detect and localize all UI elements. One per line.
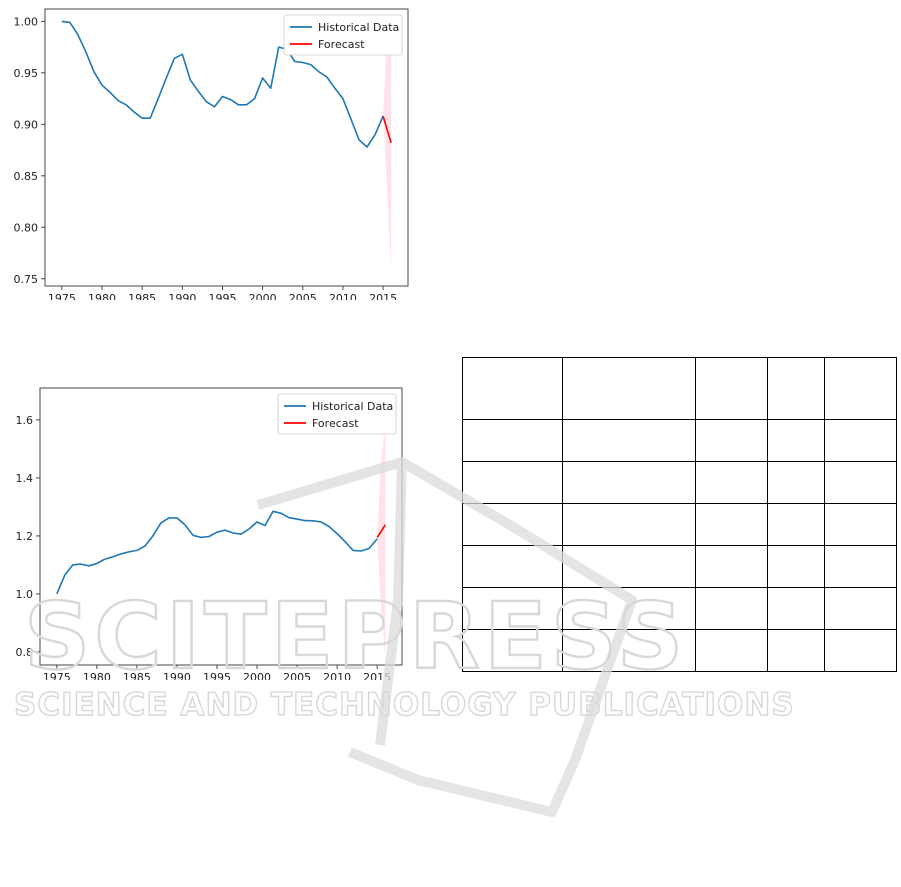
x-tick-label: 1980 xyxy=(88,292,116,300)
table-cell xyxy=(823,503,898,546)
y-tick-label: 1.00 xyxy=(14,15,39,28)
table-cell xyxy=(561,357,697,420)
table-cell xyxy=(767,357,825,420)
table-cell xyxy=(695,461,769,504)
chart-top: 1975 1980 1985 1990 1995 2000 2005 2010 2015 0.75… xyxy=(0,0,420,305)
x-tick-label: 2005 xyxy=(289,292,317,300)
table-cell xyxy=(767,587,825,630)
watermark-subtitle: SCIENCE AND TECHNOLOGY PUBLICATIONS xyxy=(14,687,795,723)
table-cell xyxy=(462,461,563,504)
y-tick-label: 0.90 xyxy=(14,118,39,131)
table-row xyxy=(462,357,898,420)
table-cell xyxy=(695,545,769,588)
x-tick-label: 1990 xyxy=(168,292,196,300)
x-tick-label: 2000 xyxy=(243,671,271,680)
table-cell xyxy=(767,461,825,504)
table-cell xyxy=(462,629,563,672)
table-row xyxy=(462,629,898,672)
table-cell xyxy=(823,545,898,588)
table-cell xyxy=(823,587,898,630)
legend-box xyxy=(283,14,403,56)
legend-label: Forecast xyxy=(318,38,365,51)
table-cell xyxy=(462,503,563,546)
y-tick-label: 0.80 xyxy=(14,221,39,234)
x-tick-label: 1975 xyxy=(48,292,76,300)
x-tick-label: 2010 xyxy=(329,292,357,300)
table-cell xyxy=(823,629,898,672)
table-cell xyxy=(695,357,769,420)
table-cell xyxy=(462,419,563,462)
legend-label: Historical Data xyxy=(318,21,399,34)
table-row xyxy=(462,461,898,504)
table-cell xyxy=(695,587,769,630)
legend-label: Historical Data xyxy=(312,400,393,413)
chart-top-svg: 1975 1980 1985 1990 1995 2000 2005 2010 2015 0.75… xyxy=(14,8,409,305)
y-tick-label: 1.4 xyxy=(16,472,34,485)
y-tick-label: 0.95 xyxy=(14,67,39,80)
x-tick-label: 1985 xyxy=(128,292,156,300)
data-table xyxy=(462,357,898,672)
x-tick-label: 1995 xyxy=(208,292,236,300)
y-tick-label: 1.2 xyxy=(16,530,34,543)
table-cell xyxy=(462,357,563,420)
y-tick-label: 1.6 xyxy=(16,414,34,427)
x-tick-label: 1995 xyxy=(203,671,231,680)
table-row xyxy=(462,587,898,630)
y-tick-label: 0.75 xyxy=(14,273,39,286)
table-cell xyxy=(561,545,697,588)
chart-bottom-svg: 1975 1980 1985 1990 1995 2000 2005 2010 2015 0.8 1… xyxy=(16,387,403,684)
table-cell xyxy=(561,587,697,630)
table-cell xyxy=(767,503,825,546)
table-cell xyxy=(695,419,769,462)
table-cell xyxy=(561,419,697,462)
table-cell xyxy=(767,419,825,462)
table-row xyxy=(462,545,898,588)
table-cell xyxy=(767,629,825,672)
table-cell xyxy=(823,461,898,504)
x-tick-label: 2005 xyxy=(283,671,311,680)
table-cell xyxy=(462,545,563,588)
y-tick-label: 1.0 xyxy=(16,588,34,601)
series-line-historical xyxy=(61,20,384,148)
x-tick-label: 2000 xyxy=(249,292,277,300)
table-cell xyxy=(561,461,697,504)
table-row xyxy=(462,419,898,462)
x-tick-label: 2015 xyxy=(363,671,391,680)
legend-label: Forecast xyxy=(312,417,359,430)
y-tick-label: 0.85 xyxy=(14,170,39,183)
table-row xyxy=(462,503,898,546)
table-cell xyxy=(767,545,825,588)
confidence-band xyxy=(383,18,392,272)
series-line-forecast xyxy=(382,115,392,144)
x-tick-label: 1975 xyxy=(43,671,71,680)
chart-bottom: 1975 1980 1985 1990 1995 2000 2005 2010 2015 0.8 1… xyxy=(0,380,420,684)
x-tick-label: 2010 xyxy=(323,671,351,680)
y-tick-label: 0.8 xyxy=(16,646,34,659)
x-tick-label: 1980 xyxy=(83,671,111,680)
table-cell xyxy=(695,503,769,546)
table-cell xyxy=(695,629,769,672)
x-tick-label: 2015 xyxy=(369,292,397,300)
table-cell xyxy=(561,629,697,672)
legend-box xyxy=(277,393,397,435)
table-cell xyxy=(823,357,898,420)
x-tick-label: 1990 xyxy=(163,671,191,680)
table-cell xyxy=(462,587,563,630)
x-tick-label: 1985 xyxy=(123,671,151,680)
table-cell xyxy=(561,503,697,546)
table-cell xyxy=(823,419,898,462)
